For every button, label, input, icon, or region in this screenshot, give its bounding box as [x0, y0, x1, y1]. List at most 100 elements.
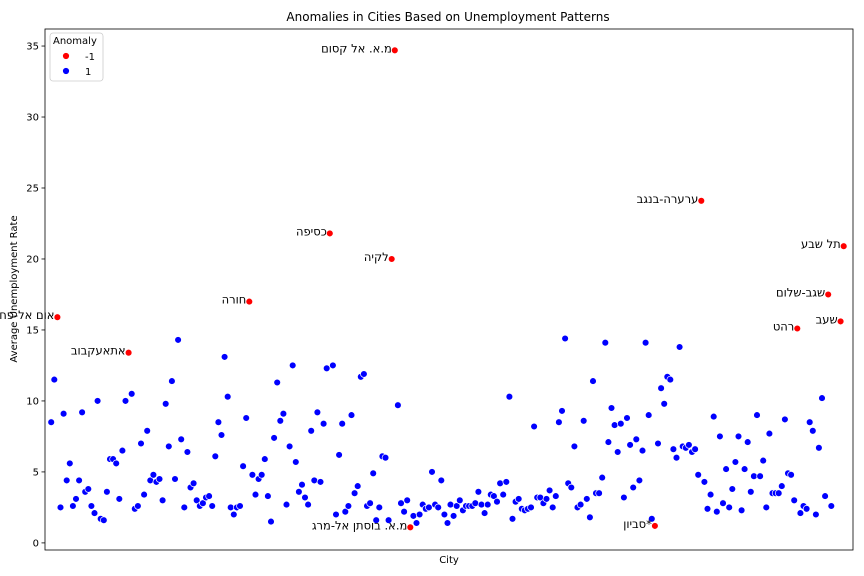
normal-point — [756, 472, 764, 480]
normal-point — [381, 453, 390, 462]
normal-point — [719, 499, 727, 507]
normal-point — [282, 500, 291, 509]
normal-point — [778, 482, 786, 490]
y-tick-label: 20 — [26, 254, 39, 265]
normal-point — [728, 485, 737, 493]
normal-point — [295, 488, 303, 496]
normal-point — [257, 471, 266, 479]
normal-point — [805, 418, 814, 426]
normal-point — [298, 480, 306, 489]
normal-point — [375, 503, 384, 512]
normal-point — [561, 334, 569, 343]
normal-point — [762, 503, 771, 512]
anomaly-point — [53, 313, 62, 321]
normal-point — [288, 361, 297, 370]
chart-title: Anomalies in Cities Based on Unemploymen… — [286, 10, 609, 24]
normal-point — [740, 465, 749, 473]
normal-point — [292, 458, 300, 466]
normal-point — [66, 459, 74, 468]
normal-point — [329, 361, 337, 370]
normal-point — [669, 445, 678, 453]
normal-point — [220, 353, 229, 361]
normal-point — [716, 432, 724, 441]
normal-point — [214, 418, 223, 426]
y-tick-label: 0 — [33, 538, 39, 549]
anomaly-point — [391, 46, 399, 55]
normal-point — [155, 475, 164, 483]
anomaly-label: מ.א. בוסתן אל-מרג — [312, 518, 407, 532]
normal-point — [366, 499, 374, 507]
normal-point — [189, 479, 198, 488]
y-tick-label: 30 — [26, 113, 39, 124]
normal-point — [158, 496, 167, 505]
normal-point — [143, 427, 151, 435]
normal-point — [149, 471, 158, 479]
normal-point — [759, 456, 767, 465]
y-tick-label: 35 — [26, 42, 39, 53]
normal-point — [703, 505, 712, 513]
normal-point — [100, 516, 108, 524]
normal-point — [440, 510, 449, 519]
legend-label-anomaly: -1 — [85, 52, 95, 63]
normal-point — [589, 377, 597, 385]
normal-point — [347, 411, 356, 419]
normal-point — [127, 390, 136, 398]
y-tick-label: 5 — [33, 467, 39, 478]
normal-point — [706, 490, 715, 499]
normal-point — [474, 488, 483, 496]
anomaly-point — [245, 297, 254, 306]
normal-point — [239, 462, 247, 470]
normal-point — [62, 476, 71, 485]
normal-point — [301, 493, 309, 502]
normal-point — [821, 492, 829, 500]
legend: Anomaly -1 1 — [49, 32, 104, 82]
normal-point — [360, 370, 368, 378]
normal-point — [604, 438, 613, 446]
normal-point — [626, 441, 634, 449]
normal-point — [490, 492, 498, 500]
normal-point — [514, 495, 523, 503]
normal-point — [617, 419, 625, 428]
normal-point — [781, 415, 789, 424]
anomaly-label: ערערה-בנגב — [637, 192, 699, 206]
normal-point — [827, 502, 836, 510]
normal-point — [620, 493, 628, 502]
anomaly-label: כסיפה — [296, 224, 327, 238]
normal-point — [369, 469, 377, 478]
normal-point — [310, 476, 319, 485]
normal-point — [425, 503, 433, 512]
normal-point — [542, 495, 551, 503]
plot-frame — [44, 28, 854, 551]
y-tick-label: 25 — [26, 183, 39, 194]
anomaly-label: אתאעקבוב — [71, 344, 126, 358]
normal-point — [660, 400, 668, 408]
normal-point — [635, 476, 644, 485]
normal-point — [59, 409, 68, 418]
normal-point — [90, 509, 99, 517]
normal-point — [685, 441, 693, 449]
normal-point — [601, 338, 610, 347]
normal-point — [750, 472, 758, 480]
normal-point — [199, 499, 207, 507]
normal-point — [270, 434, 278, 442]
normal-point — [443, 519, 452, 527]
normal-point — [115, 495, 124, 503]
normal-point — [555, 418, 563, 426]
normal-point — [499, 490, 507, 499]
normal-point — [623, 414, 631, 422]
normal-point — [121, 397, 130, 405]
legend-marker-normal — [62, 67, 70, 75]
normal-point — [394, 401, 402, 409]
y-tick-label: 10 — [26, 396, 39, 407]
anomaly-label: אום אל-פחם — [0, 308, 54, 322]
normal-point — [230, 510, 238, 519]
normal-point — [558, 407, 566, 415]
normal-point — [415, 510, 424, 519]
anomaly-label: רהט — [773, 320, 794, 334]
normal-point — [496, 479, 504, 488]
normal-point — [78, 408, 86, 417]
x-axis-label: City — [439, 555, 459, 566]
normal-point — [595, 489, 603, 497]
normal-point — [217, 431, 226, 439]
normal-point — [753, 411, 761, 419]
